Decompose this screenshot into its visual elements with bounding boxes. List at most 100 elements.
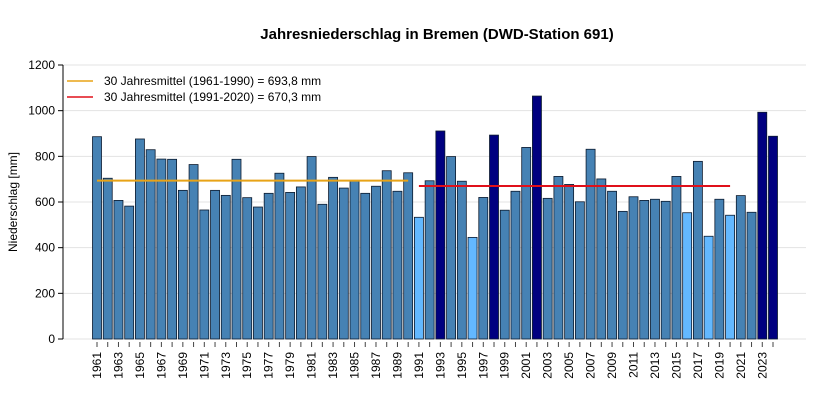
x-tick-label-1971: 1971	[197, 352, 211, 379]
x-tick-label-1997: 1997	[476, 352, 490, 379]
bar-1961	[92, 136, 102, 340]
bar-2008	[596, 178, 607, 340]
bar-1973	[220, 194, 231, 340]
legend-label-1961-1990: 30 Jahresmittel (1961-1990) = 693,8 mm	[104, 74, 321, 88]
legend: 30 Jahresmittel (1961-1990) = 693,8 mm 3…	[67, 74, 321, 104]
bar-2004	[553, 176, 564, 340]
bar-1982	[317, 203, 328, 340]
y-tick-label: 1000	[28, 104, 55, 118]
bar-2016	[682, 212, 693, 340]
bar-1995	[456, 180, 467, 340]
x-tick-label-1989: 1989	[390, 352, 404, 379]
x-tick-label-2021: 2021	[734, 352, 748, 379]
legend-label-1991-2020: 30 Jahresmittel (1991-2020) = 670,3 mm	[104, 90, 321, 104]
bar-2012	[639, 200, 650, 340]
bar-1970	[188, 164, 199, 340]
x-tick-label-1999: 1999	[498, 352, 512, 379]
bar-1967	[156, 158, 167, 340]
bar-2000	[510, 190, 521, 340]
x-tick-label-1991: 1991	[412, 352, 426, 379]
bar-2003	[542, 197, 553, 340]
x-tick-label-2001: 2001	[519, 352, 533, 379]
bar-1975	[242, 197, 253, 340]
bar-2022	[746, 211, 757, 340]
x-tick-label-1977: 1977	[262, 352, 276, 379]
y-tick-label: 200	[35, 286, 55, 300]
x-tick-label-1983: 1983	[326, 352, 340, 379]
bar-1984	[338, 187, 349, 340]
x-tick-label-1979: 1979	[283, 352, 297, 379]
y-tick-label: 800	[35, 149, 55, 163]
bars	[92, 95, 778, 340]
bar-1969	[177, 189, 188, 340]
bar-1997	[478, 197, 489, 340]
bar-1971	[199, 209, 210, 340]
bar-2021	[735, 195, 746, 340]
x-tick-label-2019: 2019	[712, 352, 726, 379]
y-axis: 0 200 400 600 800 1000 1200	[28, 58, 64, 346]
bar-1979	[285, 192, 296, 340]
x-axis: 1961 1963 1965 1967 1969 1971 1973 1975 1977 1979…	[90, 342, 774, 379]
bar-2020	[725, 214, 735, 340]
bar-2018	[703, 235, 714, 340]
bar-1986	[360, 192, 371, 340]
x-tick-label-1973: 1973	[219, 352, 233, 379]
bar-2019	[714, 198, 725, 340]
bar-1992	[424, 180, 435, 340]
x-tick-label-2009: 2009	[605, 352, 619, 379]
y-tick-label: 0	[48, 332, 55, 346]
bar-2024	[768, 135, 778, 340]
chart-title: Jahresniederschlag in Bremen (DWD-Statio…	[260, 26, 613, 43]
bar-1999	[499, 209, 510, 340]
x-tick-label-1967: 1967	[154, 352, 168, 379]
bar-2017	[692, 160, 703, 340]
x-tick-label-2007: 2007	[584, 352, 598, 379]
bar-2011	[628, 196, 639, 340]
bar-2001	[521, 147, 532, 340]
bar-2006	[574, 201, 585, 340]
bar-1991	[414, 216, 424, 340]
bar-2013	[650, 198, 660, 340]
bar-1978	[274, 172, 285, 340]
x-tick-label-2013: 2013	[648, 352, 662, 379]
bar-1996	[467, 236, 478, 340]
y-tick-label: 600	[35, 195, 55, 209]
bar-1981	[306, 156, 317, 340]
x-tick-label-2023: 2023	[755, 352, 769, 379]
x-tick-label-2003: 2003	[541, 352, 555, 379]
bar-1983	[328, 176, 338, 340]
bar-2015	[671, 176, 682, 340]
bar-1990	[403, 172, 414, 340]
bar-1962	[102, 177, 113, 340]
x-tick-label-2011: 2011	[627, 352, 641, 378]
x-tick-label-1993: 1993	[433, 352, 447, 379]
bar-1976	[253, 206, 263, 340]
bar-2007	[585, 148, 596, 340]
x-tick-label-1995: 1995	[455, 352, 469, 379]
bar-2002	[532, 95, 542, 340]
bar-1964	[124, 205, 135, 340]
bar-1977	[263, 192, 274, 340]
bar-1987	[371, 185, 381, 340]
bar-1980	[295, 186, 306, 340]
bar-2014	[660, 200, 671, 340]
y-tick-label: 400	[35, 241, 55, 255]
bar-2009	[607, 190, 617, 340]
bar-1988	[381, 170, 392, 340]
bar-1993	[435, 130, 446, 340]
bar-2023	[757, 111, 768, 340]
x-tick-label-1981: 1981	[305, 352, 319, 379]
bar-1989	[392, 190, 403, 340]
bar-1965	[135, 138, 145, 340]
x-tick-label-1975: 1975	[240, 352, 254, 379]
bar-1966	[145, 149, 156, 340]
x-tick-label-1985: 1985	[348, 352, 362, 379]
bar-2010	[617, 210, 628, 340]
bar-1974	[231, 158, 242, 340]
x-tick-label-2015: 2015	[669, 352, 683, 379]
y-axis-label: Niederschlag [mm]	[6, 152, 20, 252]
x-tick-label-1963: 1963	[111, 352, 125, 379]
bar-1994	[446, 156, 456, 340]
x-tick-label-1965: 1965	[133, 352, 147, 379]
